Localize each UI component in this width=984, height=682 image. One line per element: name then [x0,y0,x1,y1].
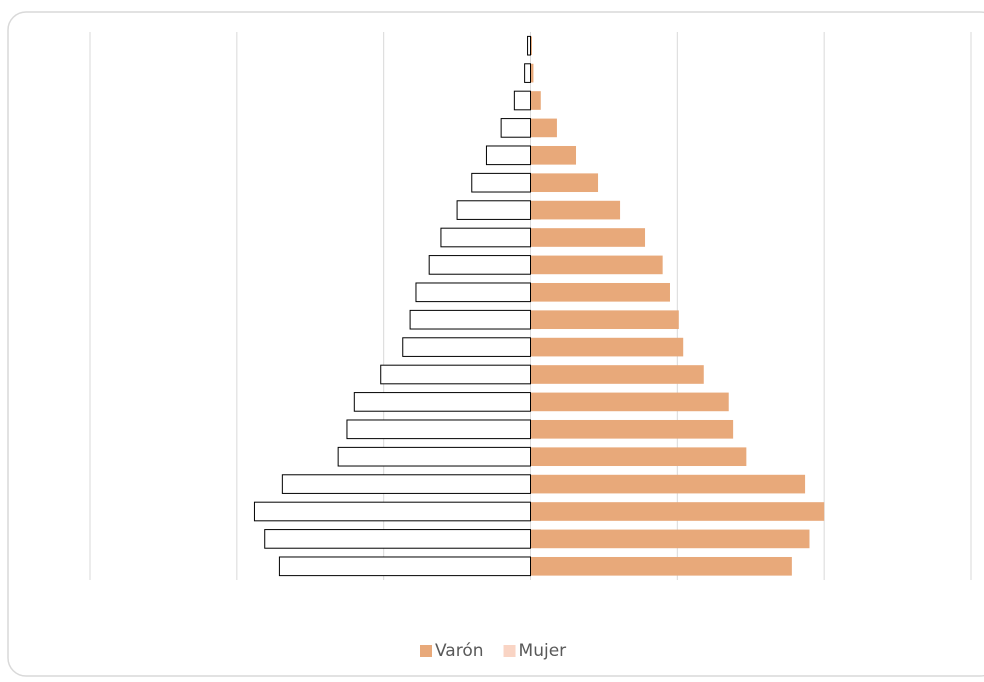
bar [530,255,663,275]
bar [530,282,670,302]
bar [527,35,532,56]
bar [530,419,734,439]
bar [530,91,541,110]
bar [530,63,534,83]
bar [513,90,531,111]
bar [530,173,599,193]
legend-label: Mujer [519,641,567,661]
legend-swatch [503,645,516,657]
bar [278,556,532,577]
bar [485,145,532,166]
bar [530,337,684,357]
legend-label: Varón [435,641,484,661]
bar [471,172,531,193]
bar [353,392,531,412]
bar [530,474,806,494]
bar [530,145,577,165]
bar [428,255,531,275]
legend-swatch [420,645,432,657]
bar [530,118,557,138]
bar [530,310,679,330]
bar [530,228,646,247]
bar [530,365,704,384]
bar [530,392,729,412]
bar [530,36,532,56]
bar [346,419,532,440]
bar [530,529,810,549]
bar [456,200,532,220]
bar [402,337,532,357]
bar [530,447,747,467]
bar [440,227,532,248]
bar [530,200,621,220]
bar [500,118,531,138]
bar [530,502,825,521]
bar [253,501,531,522]
bar [337,446,532,467]
bar [409,309,532,330]
bar [264,529,531,549]
bar [524,63,531,83]
bar [380,364,532,385]
bar [530,556,792,576]
bar [281,474,531,494]
bar [415,282,531,303]
